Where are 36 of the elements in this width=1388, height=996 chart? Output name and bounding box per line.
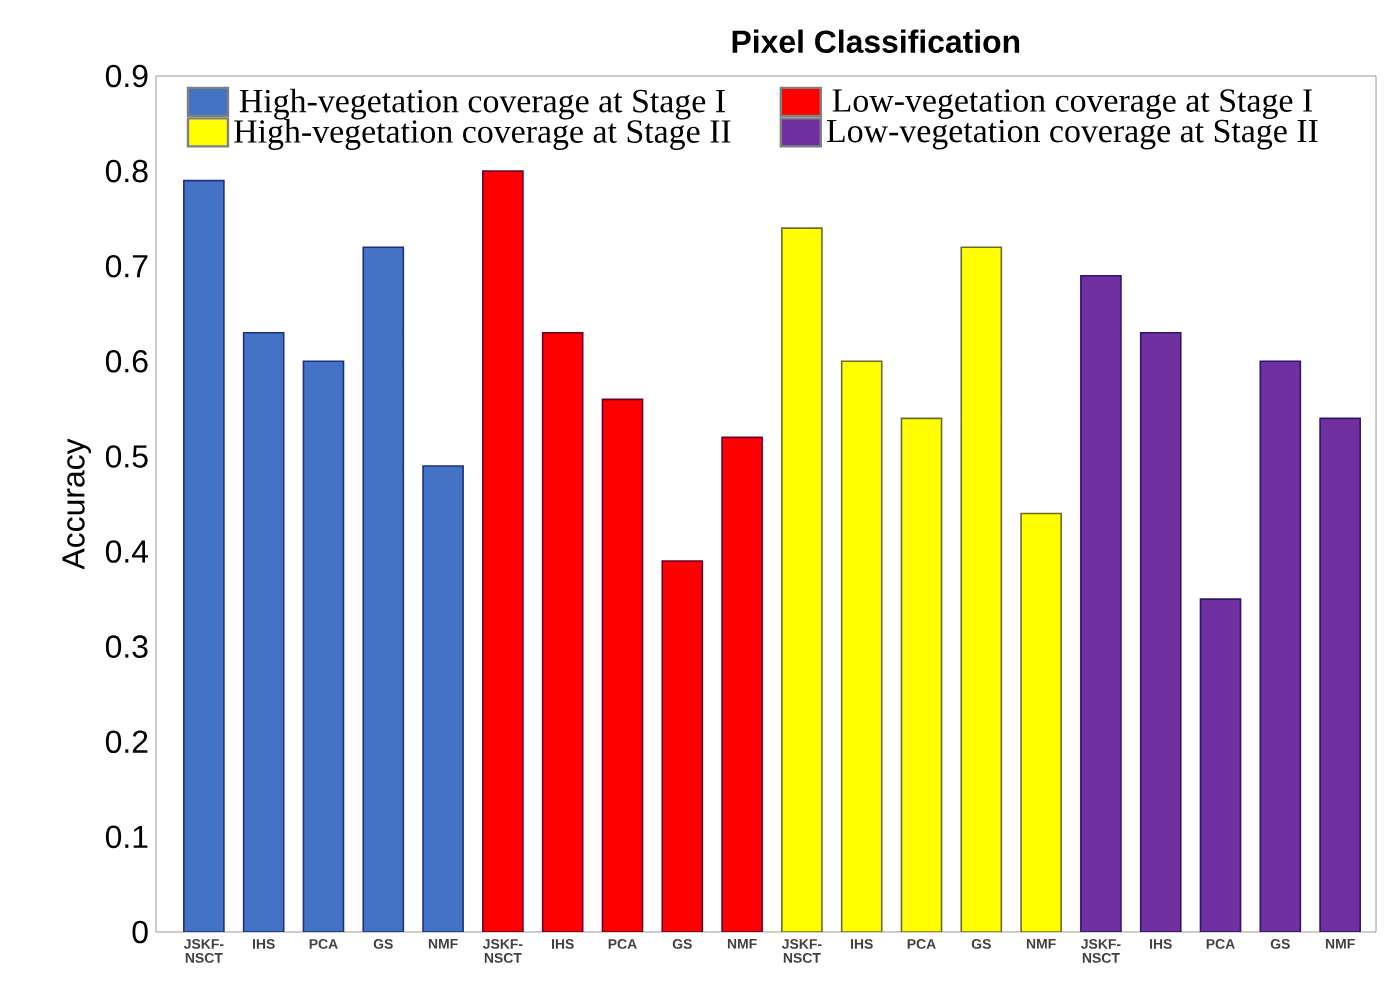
- chart-title: Pixel Classification: [732, 29, 1020, 53]
- bar: [1139, 331, 1182, 932]
- bar: [1259, 360, 1302, 932]
- y-tick-label: 0.7: [105, 254, 148, 278]
- y-tick-label: 0.4: [105, 540, 149, 563]
- bar: [840, 360, 883, 932]
- bar: [661, 560, 704, 932]
- legend-label: Low-vegetation coverage at Stage I: [832, 89, 1313, 119]
- bar: [721, 436, 763, 932]
- bar: [242, 331, 285, 932]
- y-tick-label: 0.1: [105, 825, 148, 849]
- bar: [1319, 417, 1361, 932]
- legend-label: High-vegetation coverage at Stage I: [239, 88, 725, 120]
- bar: [541, 331, 584, 932]
- bar: [183, 179, 225, 932]
- bar: [781, 227, 823, 932]
- y-tick-label: 0: [132, 920, 148, 944]
- legend-label: High-vegetation coverage at Stage II: [234, 119, 731, 150]
- bar: [1020, 512, 1062, 932]
- y-axis-title: Accuracy: [62, 438, 91, 570]
- bar: [1199, 598, 1242, 932]
- y-tick-label: 0.8: [105, 159, 148, 183]
- y-tick-label: 0.6: [105, 350, 148, 373]
- bar: [422, 465, 464, 932]
- y-tick-label: 0.5: [105, 445, 148, 468]
- y-tick-label: 0.3: [105, 635, 148, 658]
- bar: [960, 246, 1003, 932]
- bar: [900, 417, 943, 932]
- bar: [1080, 274, 1122, 932]
- bar: [601, 398, 644, 932]
- y-tick-label: 0.2: [105, 730, 148, 754]
- y-tick-label: 0.9: [105, 64, 148, 88]
- legend-label: Low-vegetation coverage at Stage II: [826, 119, 1318, 150]
- bar: [362, 246, 405, 932]
- bar: [482, 170, 524, 932]
- bar: [302, 360, 345, 932]
